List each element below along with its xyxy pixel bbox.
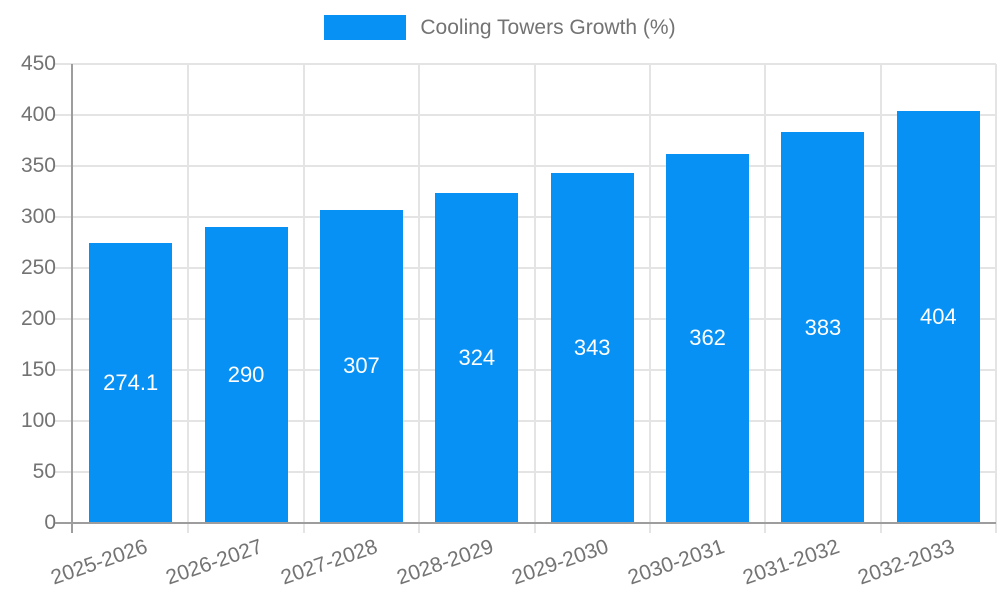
y-gridline: [55, 114, 996, 116]
y-axis-tick-label: 350: [20, 154, 56, 177]
y-axis-tick-label: 300: [20, 205, 56, 228]
y-gridline: [55, 216, 996, 218]
x-gridline: [187, 64, 190, 533]
bar: 274.1: [89, 243, 173, 523]
bar: 290: [204, 227, 288, 523]
x-gridline: [648, 64, 651, 533]
y-axis-tick-label: 450: [20, 52, 56, 75]
y-axis-tick-label: 400: [20, 103, 56, 126]
bar-value-label: 404: [919, 303, 957, 329]
x-gridline: [418, 64, 421, 533]
bar: 383: [781, 132, 865, 523]
bar: 362: [666, 153, 750, 523]
y-gridline: [55, 471, 996, 473]
legend-swatch: [324, 15, 407, 40]
x-gridline: [533, 64, 536, 533]
bar-value-label: 324: [458, 344, 496, 370]
bar-value-label: 290: [227, 362, 265, 388]
x-axis-line: [55, 522, 996, 524]
y-axis-tick-label: 50: [32, 460, 56, 483]
y-axis-tick-label: 0: [44, 511, 56, 534]
x-gridline: [302, 64, 305, 533]
x-gridline: [764, 64, 767, 533]
bar: 324: [435, 192, 519, 523]
y-gridline: [55, 63, 996, 65]
plot-area: 0 50 100 150 200 250 300 350 400 450 274.1 2025-202…: [21, 52, 997, 589]
y-gridline: [55, 420, 996, 422]
bar-value-label: 362: [689, 325, 726, 351]
y-gridline: [55, 318, 996, 320]
bar-value-label: 343: [573, 335, 611, 361]
y-axis-line: [71, 64, 73, 533]
x-gridline: [879, 64, 882, 533]
y-gridline: [55, 267, 996, 269]
bar-value-label: 383: [804, 314, 842, 340]
bar: 307: [319, 209, 403, 523]
x-gridline: [995, 64, 997, 533]
bar: 404: [896, 110, 980, 523]
y-axis-tick-label: 250: [20, 256, 56, 279]
bar: 343: [550, 173, 634, 523]
y-axis-tick-label: 200: [20, 307, 56, 330]
chart-legend: Cooling Towers Growth (%): [0, 15, 1000, 40]
y-gridline: [55, 165, 996, 167]
legend-label: Cooling Towers Growth (%): [420, 15, 676, 39]
bar-value-label: 274.1: [103, 370, 159, 396]
bar-value-label: 307: [343, 353, 380, 379]
y-gridline: [55, 369, 996, 371]
y-axis-tick-label: 150: [20, 358, 56, 381]
y-axis-tick-label: 100: [20, 409, 56, 432]
